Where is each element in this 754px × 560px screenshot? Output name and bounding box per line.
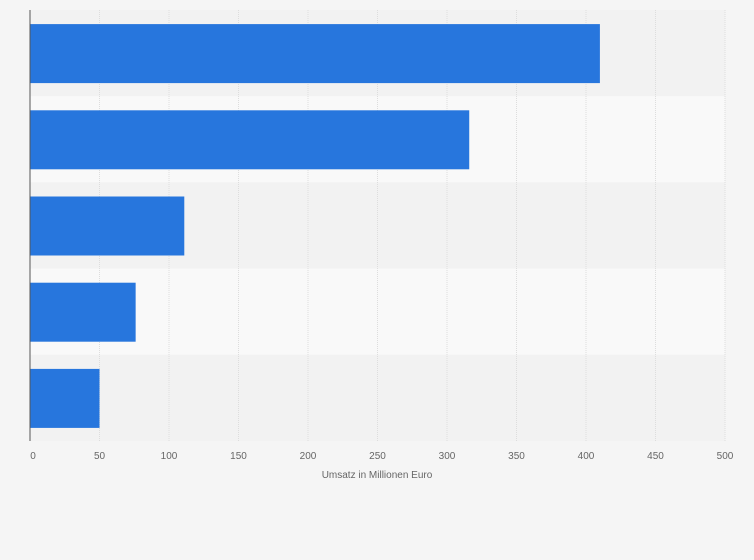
bar[interactable] <box>30 24 600 84</box>
x-tick-label: 500 <box>717 451 734 462</box>
bar[interactable] <box>30 110 470 170</box>
x-tick-label: 400 <box>578 451 595 462</box>
x-tick-label: 200 <box>300 451 317 462</box>
bar[interactable] <box>30 196 185 256</box>
x-tick-label: 300 <box>439 451 456 462</box>
bars <box>30 24 600 428</box>
x-tick-label: 0 <box>30 451 36 462</box>
x-tick-label: 150 <box>230 451 247 462</box>
x-tick-label: 250 <box>369 451 386 462</box>
x-axis-title: Umsatz in Millionen Euro <box>322 470 433 481</box>
x-tick-labels: 0 50 100 150 200 250 300 350 400 450 500 <box>30 451 734 462</box>
x-tick-label: 50 <box>94 451 106 462</box>
x-tick-label: 350 <box>508 451 525 462</box>
x-tick-label: 100 <box>161 451 178 462</box>
bar[interactable] <box>30 368 100 428</box>
bar[interactable] <box>30 282 136 342</box>
x-tick-label: 450 <box>647 451 664 462</box>
